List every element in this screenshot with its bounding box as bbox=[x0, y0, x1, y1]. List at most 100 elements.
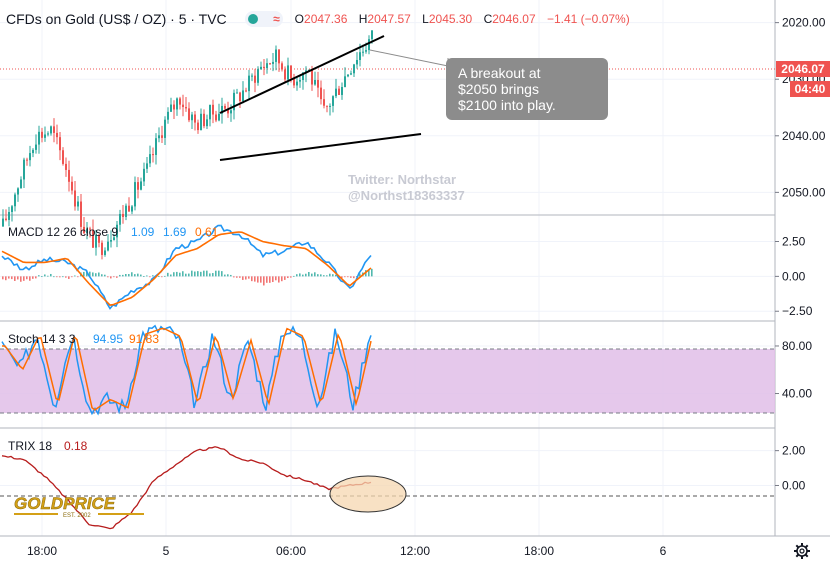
time-axis[interactable]: 18:00 5 06:00 12:00 18:00 6 bbox=[27, 544, 667, 558]
candle-body bbox=[113, 237, 115, 241]
macd-histogram-bar bbox=[26, 276, 28, 280]
candle-body bbox=[65, 163, 67, 170]
macd-histogram-bar bbox=[2, 276, 4, 280]
candle-body bbox=[344, 76, 346, 87]
watermark-line-2: @Northst18363337 bbox=[348, 188, 465, 203]
watermark-line-1: Twitter: Northstar bbox=[348, 172, 456, 187]
candle-body bbox=[140, 181, 142, 190]
candle-body bbox=[104, 250, 106, 255]
macd-histogram-bar bbox=[92, 272, 94, 277]
macd-histogram-bar bbox=[161, 276, 163, 278]
gear-icon[interactable] bbox=[794, 543, 810, 559]
open-value: 2047.36 bbox=[304, 12, 348, 26]
callout-box[interactable] bbox=[446, 58, 608, 120]
candle-body bbox=[299, 80, 301, 82]
macd-histogram-bar bbox=[254, 276, 256, 282]
wave-icon: ≈ bbox=[273, 12, 280, 26]
trix-highlight bbox=[329, 475, 407, 513]
lower-trendline[interactable] bbox=[219, 133, 422, 161]
candle-body bbox=[251, 75, 253, 77]
macd-histogram bbox=[2, 268, 373, 286]
macd-histogram-bar bbox=[242, 276, 244, 280]
macd-histogram-bar bbox=[335, 274, 337, 277]
candle-body bbox=[221, 105, 223, 114]
macd-histogram-bar bbox=[158, 276, 160, 277]
candle-body bbox=[197, 122, 199, 131]
trix-legend-title[interactable]: TRIX 18 bbox=[8, 439, 52, 453]
candlestick-series[interactable] bbox=[2, 29, 373, 260]
close-value: 2046.07 bbox=[492, 12, 536, 26]
candle-body bbox=[77, 201, 79, 207]
candle-body bbox=[14, 194, 16, 207]
upper-trendline[interactable] bbox=[219, 35, 385, 114]
candle-body bbox=[116, 224, 118, 238]
macd-histogram-bar bbox=[23, 276, 25, 281]
macd-histogram-bar bbox=[164, 275, 166, 277]
stoch-legend-title[interactable]: Stoch 14 3 3 bbox=[8, 332, 76, 346]
candle-body bbox=[293, 78, 295, 86]
price-tick-label: 2050.00 bbox=[782, 185, 826, 199]
candle-body bbox=[170, 104, 172, 112]
candle-body bbox=[296, 81, 298, 86]
macd-histogram-bar bbox=[206, 270, 208, 277]
candle-body bbox=[56, 132, 58, 138]
macd-histogram-bar bbox=[14, 276, 16, 281]
candle-body bbox=[200, 113, 202, 131]
candle-body bbox=[176, 98, 178, 110]
macd-histogram-bar bbox=[146, 275, 148, 277]
candle-body bbox=[71, 181, 73, 191]
candle-body bbox=[335, 88, 337, 97]
market-status-toggle[interactable]: ≈ bbox=[244, 11, 283, 27]
candle-body bbox=[359, 52, 361, 60]
macd-histogram-bar bbox=[116, 276, 118, 278]
candle-body bbox=[89, 228, 91, 230]
candle-body bbox=[125, 205, 127, 217]
macd-histogram-bar bbox=[218, 270, 220, 277]
macd-histogram-bar bbox=[125, 274, 127, 277]
candle-body bbox=[326, 105, 328, 107]
callout-line-2: $2050 brings bbox=[458, 81, 539, 97]
macd-histogram-bar bbox=[200, 271, 202, 277]
macd-histogram-bar bbox=[62, 276, 64, 278]
macd-histogram-bar bbox=[233, 276, 235, 278]
macd-histogram-bar bbox=[50, 273, 52, 277]
candle-body bbox=[149, 154, 151, 164]
macd-histogram-bar bbox=[236, 276, 238, 278]
macd-histogram-bar bbox=[182, 271, 184, 277]
candle-body bbox=[242, 90, 244, 102]
macd-histogram-bar bbox=[65, 276, 67, 278]
macd-histogram-bar bbox=[32, 276, 34, 279]
macd-histogram-bar bbox=[41, 276, 43, 278]
macd-histogram-bar bbox=[266, 276, 268, 283]
macd-histogram-bar bbox=[20, 276, 22, 282]
candle-body bbox=[350, 73, 352, 75]
macd-histogram-bar bbox=[299, 273, 301, 277]
goldprice-logo: GOLDPRICE EST. 2002 bbox=[14, 494, 144, 519]
macd-histogram-bar bbox=[263, 276, 265, 286]
candle-body bbox=[68, 169, 70, 182]
symbol-title[interactable]: CFDs on Gold (US$ / OZ) · 5 · TVC bbox=[6, 11, 227, 27]
candle-body bbox=[188, 108, 190, 121]
stoch-k-line bbox=[1, 324, 372, 416]
candle-body bbox=[134, 182, 136, 207]
macd-legend-title[interactable]: MACD 12 26 close 9 bbox=[8, 225, 118, 239]
candle-body bbox=[26, 159, 28, 161]
macd-histogram-bar bbox=[320, 274, 322, 277]
candle-body bbox=[47, 133, 49, 135]
candle-body bbox=[215, 114, 217, 121]
macd-histogram-bar bbox=[185, 273, 187, 277]
candle-body bbox=[338, 88, 340, 95]
macd-histogram-bar bbox=[239, 276, 241, 278]
macd-histogram-bar bbox=[5, 276, 7, 281]
macd-histogram-bar bbox=[314, 272, 316, 277]
price-tick-label: 2040.00 bbox=[782, 129, 826, 143]
candle-body bbox=[17, 188, 19, 195]
candle-body bbox=[341, 86, 343, 95]
candle-body bbox=[284, 69, 286, 80]
candle-body bbox=[158, 135, 160, 139]
macd-histogram-bar bbox=[149, 276, 151, 278]
macd-histogram-bar bbox=[197, 271, 199, 277]
candle-body bbox=[323, 99, 325, 106]
stoch-legend-value: 91.83 bbox=[129, 332, 159, 346]
